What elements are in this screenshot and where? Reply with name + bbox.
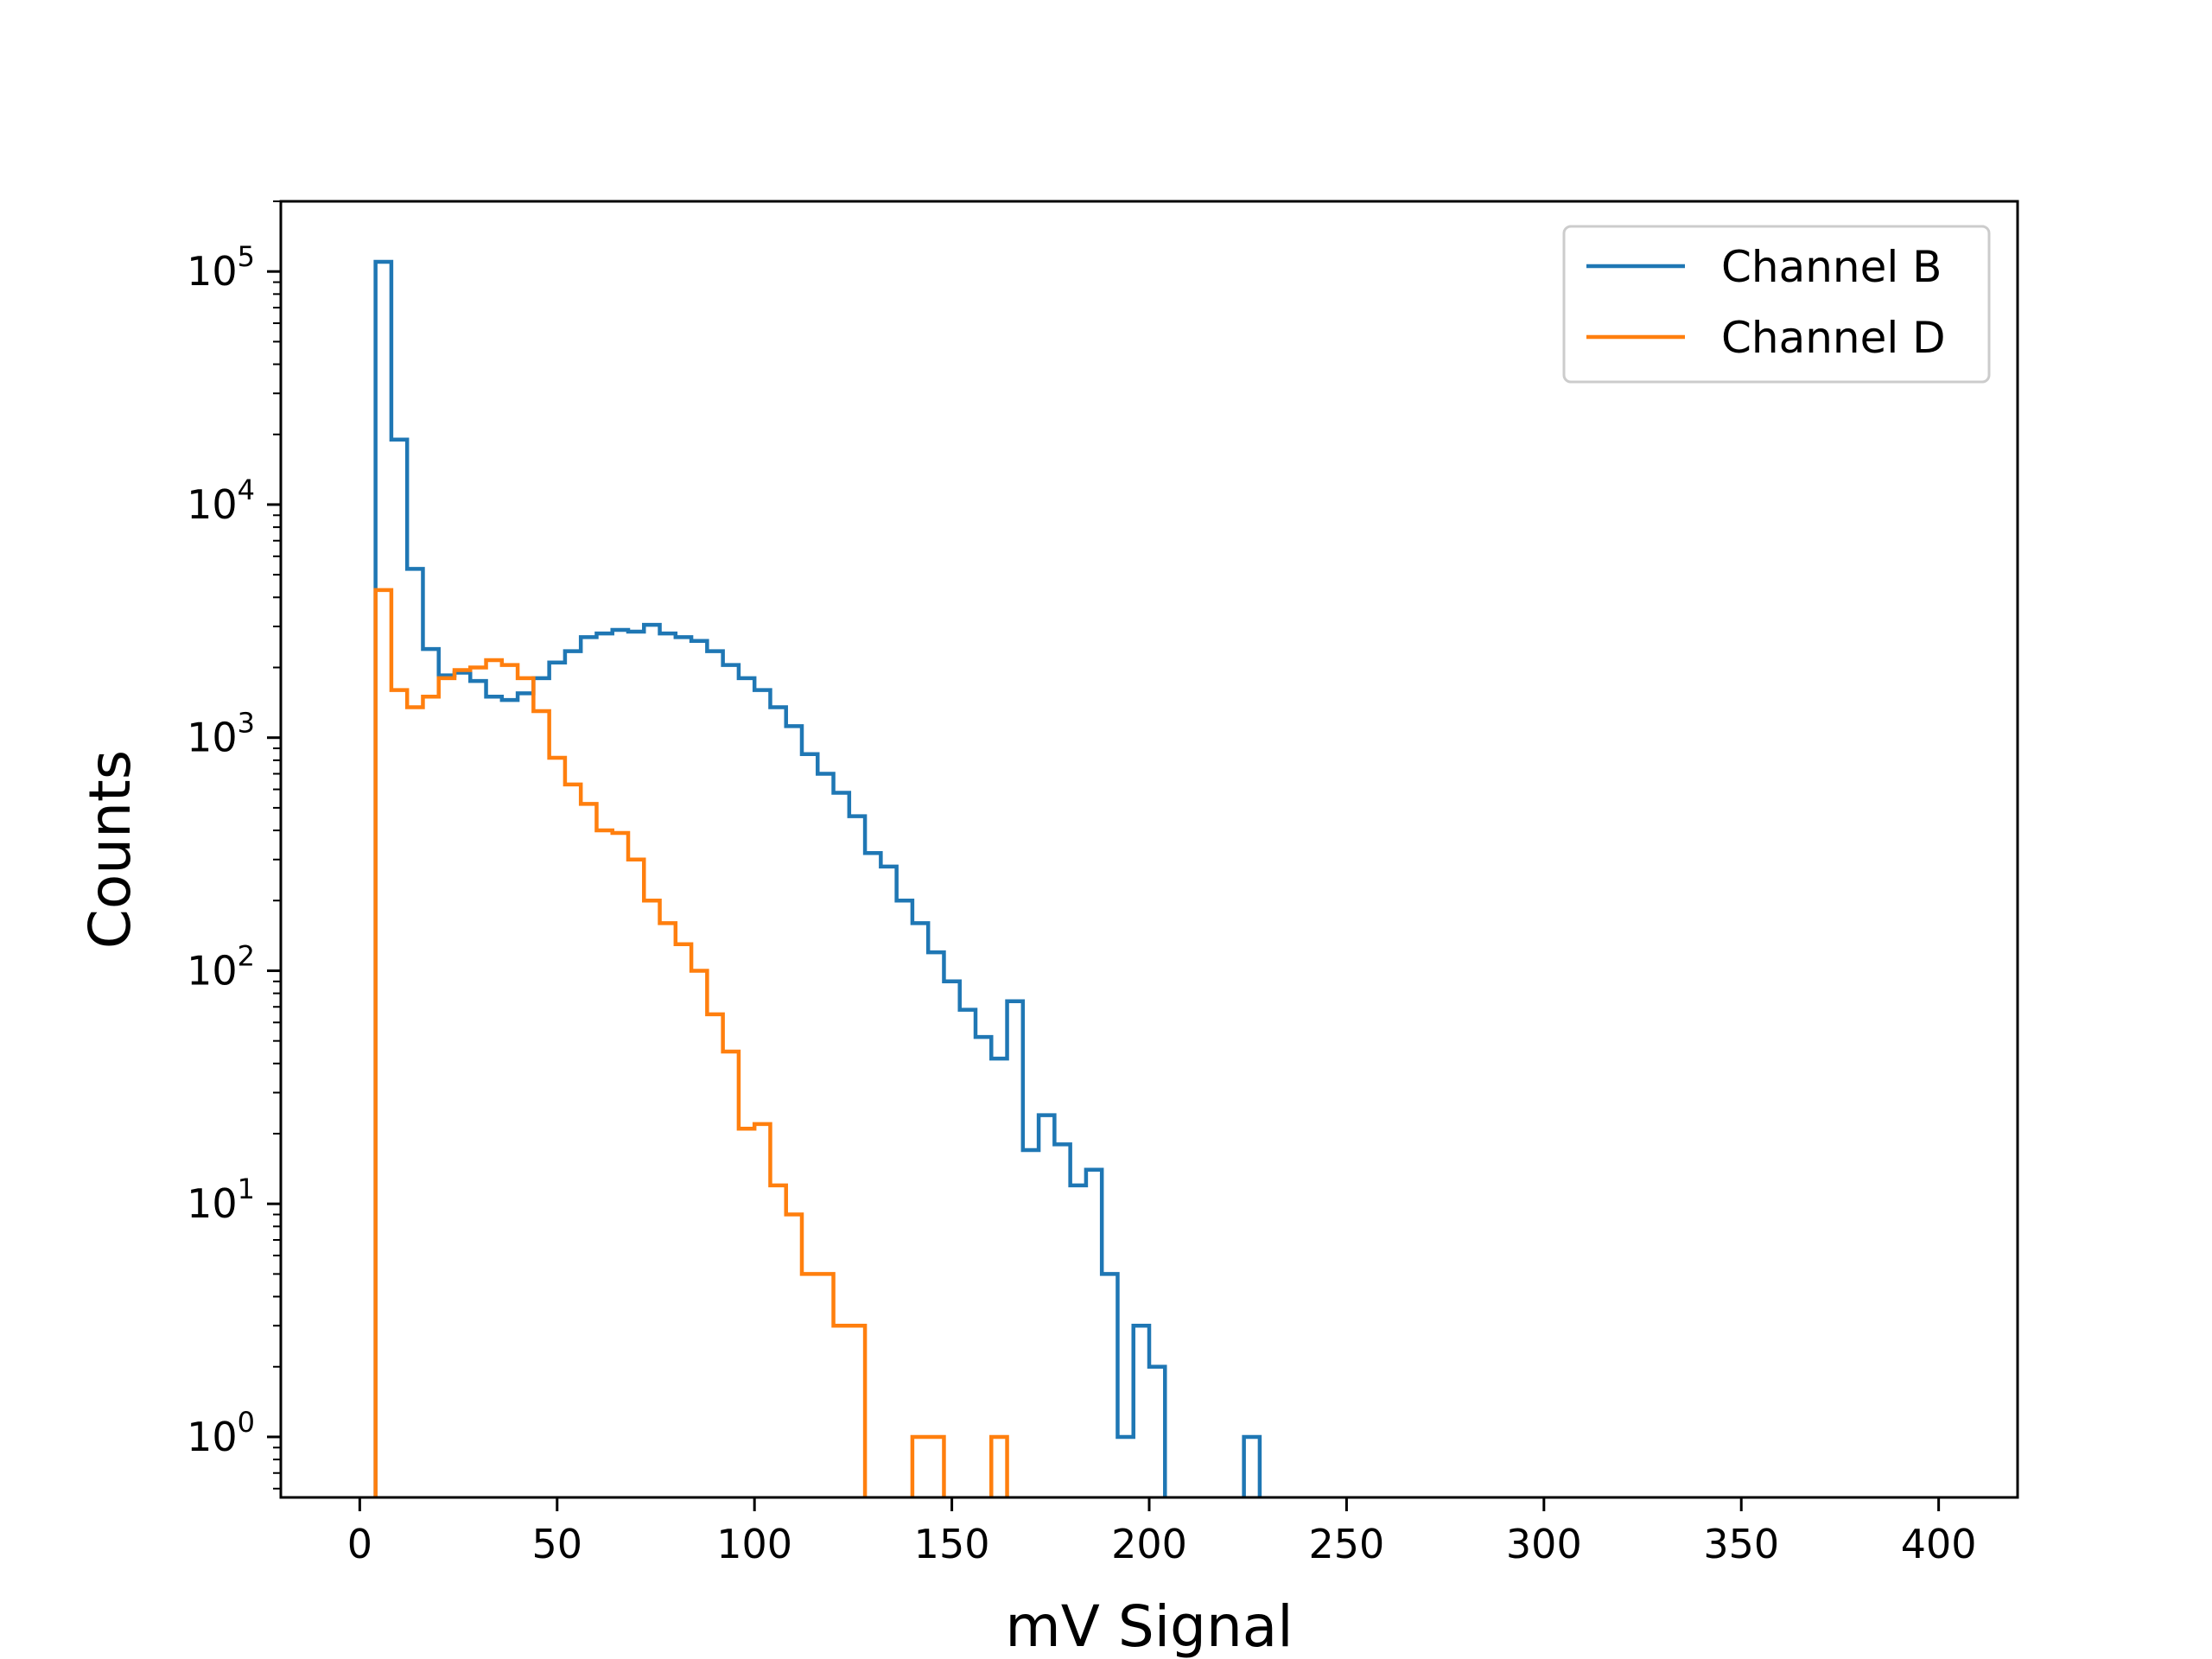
x-axis-title: mV Signal: [1005, 1593, 1293, 1659]
x-tick-label: 150: [914, 1521, 990, 1567]
y-tick-label: 100: [187, 1406, 255, 1460]
series-channel-b-line: [373, 259, 1262, 1497]
x-tick-label: 200: [1111, 1521, 1187, 1567]
x-tick-label: 350: [1703, 1521, 1779, 1567]
x-tick-label: 0: [347, 1521, 372, 1567]
y-tick-label: 104: [187, 474, 255, 528]
y-tick-label: 101: [187, 1173, 255, 1227]
plot-frame: [279, 200, 2019, 1499]
y-axis-title: Counts: [77, 750, 143, 949]
legend-label-channel-d: Channel D: [1721, 313, 1946, 363]
legend-label-channel-b: Channel B: [1721, 242, 1942, 292]
x-tick-label: 50: [531, 1521, 582, 1567]
y-tick-label: 103: [187, 707, 255, 761]
y-tick-label: 102: [187, 939, 255, 994]
y-axis: 100 101 102 103 104 105: [187, 200, 281, 1490]
x-tick-label: 250: [1309, 1521, 1385, 1567]
series-layer: [373, 259, 1262, 1497]
legend: Channel B Channel D: [1562, 225, 1991, 384]
x-tick-label: 400: [1901, 1521, 1977, 1567]
x-axis: 0 50 100 150 200 250 300 350 400: [347, 1497, 1977, 1567]
x-tick-label: 300: [1506, 1521, 1582, 1567]
y-tick-label: 105: [187, 240, 255, 295]
x-tick-label: 100: [716, 1521, 792, 1567]
series-channel-d-line: [373, 588, 1009, 1497]
